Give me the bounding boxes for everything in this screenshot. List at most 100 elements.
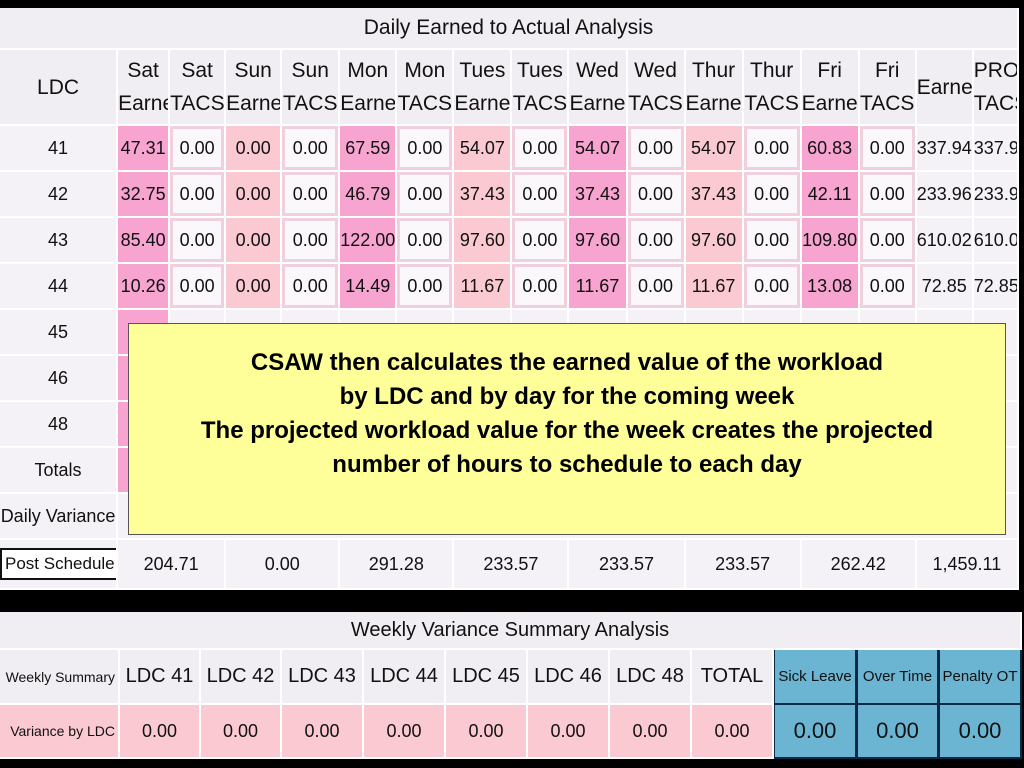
cell-value: 122.00: [340, 218, 398, 264]
cell-value: 97.60: [569, 218, 628, 264]
weekly-extra-header: Penalty OT: [939, 650, 1023, 705]
post-schedule-value: 233.57: [454, 540, 570, 590]
cell-value: 0.00: [512, 172, 570, 218]
cell-value: 233.96: [916, 172, 974, 218]
column-header-line-1: Sun: [234, 59, 272, 82]
column-header-line-2: Earned: [454, 92, 511, 115]
weekly-col-header: LDC 41: [120, 650, 201, 705]
column-header-line-2: TACS: [397, 92, 453, 115]
column-header-line-2: TACS: [170, 92, 225, 115]
column-header-line-1: Wed: [634, 59, 677, 82]
cell-value: 54.07: [569, 126, 628, 172]
column-header-line-2: Earned: [340, 92, 397, 115]
cell-value: 54.07: [454, 126, 513, 172]
post-schedule-button[interactable]: Post Schedule: [0, 548, 117, 580]
cell-value: 0.00: [282, 218, 341, 264]
post-schedule-cell: Post Schedule: [0, 540, 119, 590]
cell-value: 109.80: [801, 218, 860, 264]
cell-value: 72.85: [916, 264, 974, 310]
column-header-line-1: Mon: [347, 59, 389, 82]
ldc-label: 43: [0, 218, 119, 264]
cell-value: 72.85: [973, 264, 1019, 310]
cell-value: 46.79: [340, 172, 398, 218]
column-header-line-2: TACS: [283, 92, 338, 115]
cell-value: 610.02: [916, 218, 974, 264]
column-header-line-1: Mon: [404, 59, 446, 82]
column-header-line-2: TACS: [859, 92, 915, 115]
cell-value: 32.75: [118, 172, 171, 218]
variance-value: 0.00: [528, 705, 610, 759]
ldc-header: LDC: [0, 50, 119, 126]
cell-value: 0.00: [397, 218, 455, 264]
cell-value: 0.00: [743, 126, 802, 172]
column-header-1: Sat TACS: [170, 50, 227, 126]
cell-value: 85.40: [118, 218, 171, 264]
cell-value: 97.60: [454, 218, 513, 264]
column-header-14: Earned: [916, 50, 974, 126]
column-header-line-2: Earned: [685, 92, 742, 115]
column-header-line-1: Earned: [916, 75, 973, 99]
cell-value: 0.00: [859, 172, 917, 218]
column-header-15: PROJ/TACS: [973, 50, 1019, 126]
cell-value: 0.00: [170, 264, 227, 310]
cell-value: 0.00: [170, 172, 227, 218]
ldc-label: 41: [0, 126, 119, 172]
column-header-5: Mon TACS: [397, 50, 455, 126]
table-row: 41 47.31 0.00 0.00 0.00 67.59 0.00 54.07 0.00 54.…: [0, 126, 1019, 172]
cell-value: 47.31: [118, 126, 171, 172]
column-header-line-2: TACS: [628, 92, 683, 115]
ldc-label: 44: [0, 264, 119, 310]
weekly-col-header: LDC 46: [528, 650, 610, 705]
cell-value: 0.00: [743, 172, 802, 218]
weekly-extra-header: Over Time: [857, 650, 939, 705]
explanation-callout: CSAW then calculates the earned value of…: [128, 323, 1006, 535]
cell-value: 233.96: [973, 172, 1019, 218]
variance-value: 0.00: [201, 705, 282, 759]
column-header-line-2: TACS: [973, 92, 1017, 115]
cell-value: 0.00: [627, 218, 686, 264]
cell-value: 67.59: [340, 126, 398, 172]
cell-value: 0.00: [282, 172, 341, 218]
weekly-col-header: LDC 48: [610, 650, 692, 705]
post-schedule-value: 204.71: [118, 540, 227, 590]
column-header-0: Sat Earned: [118, 50, 171, 126]
cell-value: 11.67: [685, 264, 744, 310]
cell-value: 0.00: [170, 218, 227, 264]
callout-line-2: by LDC and by day for the coming week: [339, 383, 795, 410]
column-header-3: Sun TACS: [282, 50, 341, 126]
weekly-col-header: TOTAL: [692, 650, 774, 705]
cell-value: 337.94: [916, 126, 974, 172]
cell-value: 37.43: [569, 172, 628, 218]
table-row: 42 32.75 0.00 0.00 0.00 46.79 0.00 37.43 0.00 37.…: [0, 172, 1019, 218]
variance-value: 0.00: [692, 705, 774, 759]
column-header-line-2: TACS: [512, 92, 568, 115]
column-header-4: Mon Earned: [340, 50, 398, 126]
cell-value: 337.94: [973, 126, 1019, 172]
column-header-11: Thur TACS: [743, 50, 802, 126]
daily-variance-label: Daily Variance: [0, 494, 119, 540]
callout-line-3: The projected workload value for the wee…: [200, 417, 934, 444]
extra-value: 0.00: [774, 705, 857, 759]
extra-value: 0.00: [939, 705, 1023, 759]
table-row: 44 10.26 0.00 0.00 0.00 14.49 0.00 11.67 0.00 11.…: [0, 264, 1019, 310]
column-header-line-2: Earned: [118, 92, 168, 115]
weekly-table-title: Weekly Variance Summary Analysis: [0, 612, 1023, 650]
cell-value: 0.00: [397, 264, 455, 310]
cell-value: 37.43: [685, 172, 744, 218]
variance-by-ldc-label: Variance by LDC: [0, 705, 120, 759]
ldc-label: 42: [0, 172, 119, 218]
cell-value: 0.00: [859, 264, 917, 310]
callout-line-1: CSAW then calculates the earned value of…: [250, 349, 884, 376]
post-schedule-value: 0.00: [226, 540, 341, 590]
weekly-variance-table: Weekly Variance Summary Analysis Weekly …: [0, 612, 1023, 759]
cell-value: 0.00: [859, 218, 917, 264]
ldc-label: 45: [0, 310, 119, 356]
ldc-label: 48: [0, 402, 119, 448]
weekly-col-header: LDC 44: [364, 650, 446, 705]
cell-value: 13.08: [801, 264, 860, 310]
cell-value: 97.60: [685, 218, 744, 264]
cell-value: 0.00: [512, 264, 570, 310]
post-schedule-value: 233.57: [685, 540, 802, 590]
column-header-10: Thur Earned: [685, 50, 744, 126]
column-header-12: Fri Earned: [801, 50, 860, 126]
